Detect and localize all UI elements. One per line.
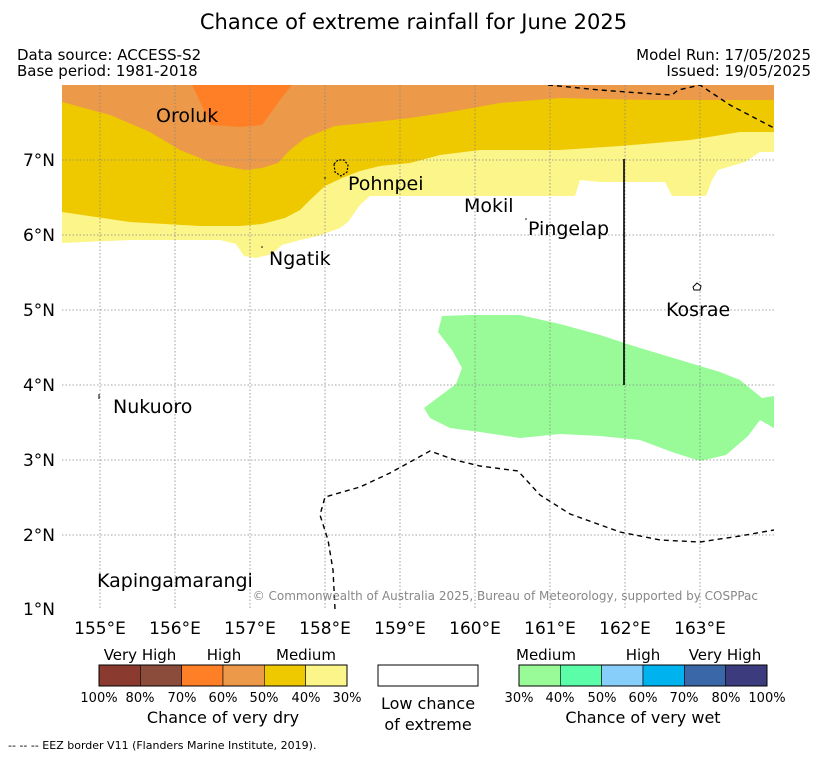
legend-wet-frame bbox=[518, 664, 768, 687]
label-pingelap: Pingelap bbox=[528, 218, 609, 240]
legend-wet-swatch bbox=[518, 664, 561, 687]
copyright-text: © Commonwealth of Australia 2025, Bureau… bbox=[253, 589, 758, 603]
lat-tick: 1°N bbox=[23, 600, 55, 620]
model-run-label: Model Run: 17/05/2025 bbox=[636, 46, 811, 64]
longitude-axis: 155°E 156°E 157°E 158°E 159°E 160°E 161°… bbox=[74, 619, 726, 639]
legend-wet-swatch bbox=[642, 664, 685, 687]
mokil-island bbox=[324, 177, 326, 179]
lon-tick: 156°E bbox=[149, 619, 201, 639]
legend-dry-pct: 30% bbox=[333, 691, 362, 706]
legend-dry-swatch bbox=[98, 664, 141, 687]
legend-wet-pct: 50% bbox=[588, 691, 617, 706]
legend-dry-cat: High bbox=[207, 646, 241, 664]
legend-wet-swatch bbox=[725, 664, 768, 687]
legend-dry-swatch bbox=[264, 664, 306, 687]
legend-neutral-swatch bbox=[377, 664, 479, 687]
label-kosrae: Kosrae bbox=[666, 299, 730, 321]
lat-tick: 2°N bbox=[23, 526, 55, 546]
legend-dry-swatch bbox=[222, 664, 265, 687]
dry-60-70-region bbox=[192, 85, 292, 127]
legend-wet-pct: 40% bbox=[546, 691, 575, 706]
legend-wet-swatch bbox=[560, 664, 602, 687]
eez-border-north bbox=[547, 85, 774, 129]
data-source-block: Data source: ACCESS-S2 Base period: 1981… bbox=[17, 47, 201, 79]
legend-dry-pct: 50% bbox=[250, 691, 279, 706]
label-oroluk: Oroluk bbox=[156, 105, 218, 127]
legend-wet-pct: 30% bbox=[505, 691, 534, 706]
legend-wet-pct: 80% bbox=[712, 691, 741, 706]
lat-tick: 6°N bbox=[23, 226, 55, 246]
legend-neutral-line1: Low chance bbox=[381, 694, 475, 713]
legend-dry-swatches bbox=[98, 664, 348, 687]
kosrae-island bbox=[692, 282, 702, 291]
lon-tick: 163°E bbox=[674, 619, 726, 639]
legend-wet-swatches bbox=[518, 664, 768, 687]
legend-dry-pct: 80% bbox=[126, 691, 155, 706]
lat-tick: 4°N bbox=[23, 376, 55, 396]
legend-dry: Very High High Medium 100% 80% 70% 60% 5… bbox=[80, 646, 361, 727]
legend-dry-pct: 70% bbox=[168, 691, 197, 706]
lon-tick: 157°E bbox=[224, 619, 276, 639]
data-source-label: Data source: ACCESS-S2 bbox=[17, 46, 202, 64]
map-area: Oroluk Pohnpei Mokil Pingelap Ngatik Kos… bbox=[62, 85, 774, 609]
legend-wet-title: Chance of very wet bbox=[565, 708, 720, 727]
label-mokil: Mokil bbox=[464, 195, 514, 217]
legend-wet-pct: 70% bbox=[670, 691, 699, 706]
ngatik-island bbox=[261, 246, 263, 248]
latitude-axis: 7°N 6°N 5°N 4°N 3°N 2°N 1°N bbox=[23, 151, 55, 620]
legend-dry-swatch bbox=[140, 664, 182, 687]
lat-tick: 3°N bbox=[23, 451, 55, 471]
page-title: Chance of extreme rainfall for June 2025 bbox=[199, 10, 628, 34]
lat-tick: 5°N bbox=[23, 301, 55, 321]
legend-dry-swatch bbox=[305, 664, 348, 687]
legend-wet-percents: 30% 40% 50% 60% 70% 80% 100% bbox=[505, 691, 786, 706]
label-ngatik: Ngatik bbox=[269, 248, 331, 270]
lon-tick: 161°E bbox=[524, 619, 576, 639]
label-pohnpei: Pohnpei bbox=[348, 173, 424, 195]
lon-tick: 160°E bbox=[449, 619, 501, 639]
label-nukuoro: Nukuoro bbox=[113, 396, 192, 418]
legend-dry-title: Chance of very dry bbox=[147, 708, 299, 727]
legend-wet-pct: 100% bbox=[748, 691, 785, 706]
lon-tick: 162°E bbox=[599, 619, 651, 639]
label-kapingamarangi: Kapingamarangi bbox=[97, 570, 253, 592]
legend-wet-swatch bbox=[601, 664, 644, 687]
lon-tick: 158°E bbox=[299, 619, 351, 639]
legend-dry-pct: 40% bbox=[292, 691, 321, 706]
lon-tick: 155°E bbox=[74, 619, 126, 639]
legend-wet-swatch bbox=[684, 664, 726, 687]
legend-wet-pct: 60% bbox=[629, 691, 658, 706]
eez-border-south bbox=[319, 450, 774, 609]
base-period-label: Base period: 1981-2018 bbox=[17, 62, 198, 80]
issued-label: Issued: 19/05/2025 bbox=[666, 62, 811, 80]
legend-wet: Medium High Very High 30% 40% 50% 60% 70… bbox=[505, 646, 786, 727]
legend-wet-cat: Very High bbox=[689, 646, 762, 664]
legend-dry-frame bbox=[98, 664, 348, 687]
legend-wet-cat: Medium bbox=[516, 646, 576, 664]
eez-borders bbox=[319, 85, 774, 609]
legend-dry-pct: 100% bbox=[80, 691, 117, 706]
wet-30-40-region bbox=[424, 315, 774, 461]
pingelap-island bbox=[525, 218, 527, 220]
legend-dry-pct: 60% bbox=[209, 691, 238, 706]
legend-dry-percents: 100% 80% 70% 60% 50% 40% 30% bbox=[80, 691, 361, 706]
wet-30-40-region-east bbox=[760, 396, 774, 428]
legend-wet-cat: High bbox=[626, 646, 660, 664]
legend-neutral: Low chance of extreme bbox=[377, 664, 479, 734]
legend-neutral-line2: of extreme bbox=[384, 715, 471, 734]
legend-dry-cat: Very High bbox=[104, 646, 177, 664]
lon-tick: 159°E bbox=[374, 619, 426, 639]
legend-dry-swatch bbox=[181, 664, 224, 687]
pohnpei-island bbox=[333, 159, 349, 177]
model-run-block: Model Run: 17/05/2025 Issued: 19/05/2025 bbox=[636, 47, 811, 79]
lat-tick: 7°N bbox=[23, 151, 55, 171]
legend-dry-cat: Medium bbox=[276, 646, 336, 664]
eez-border-note: -- -- -- EEZ border V11 (Flanders Marine… bbox=[8, 739, 317, 752]
